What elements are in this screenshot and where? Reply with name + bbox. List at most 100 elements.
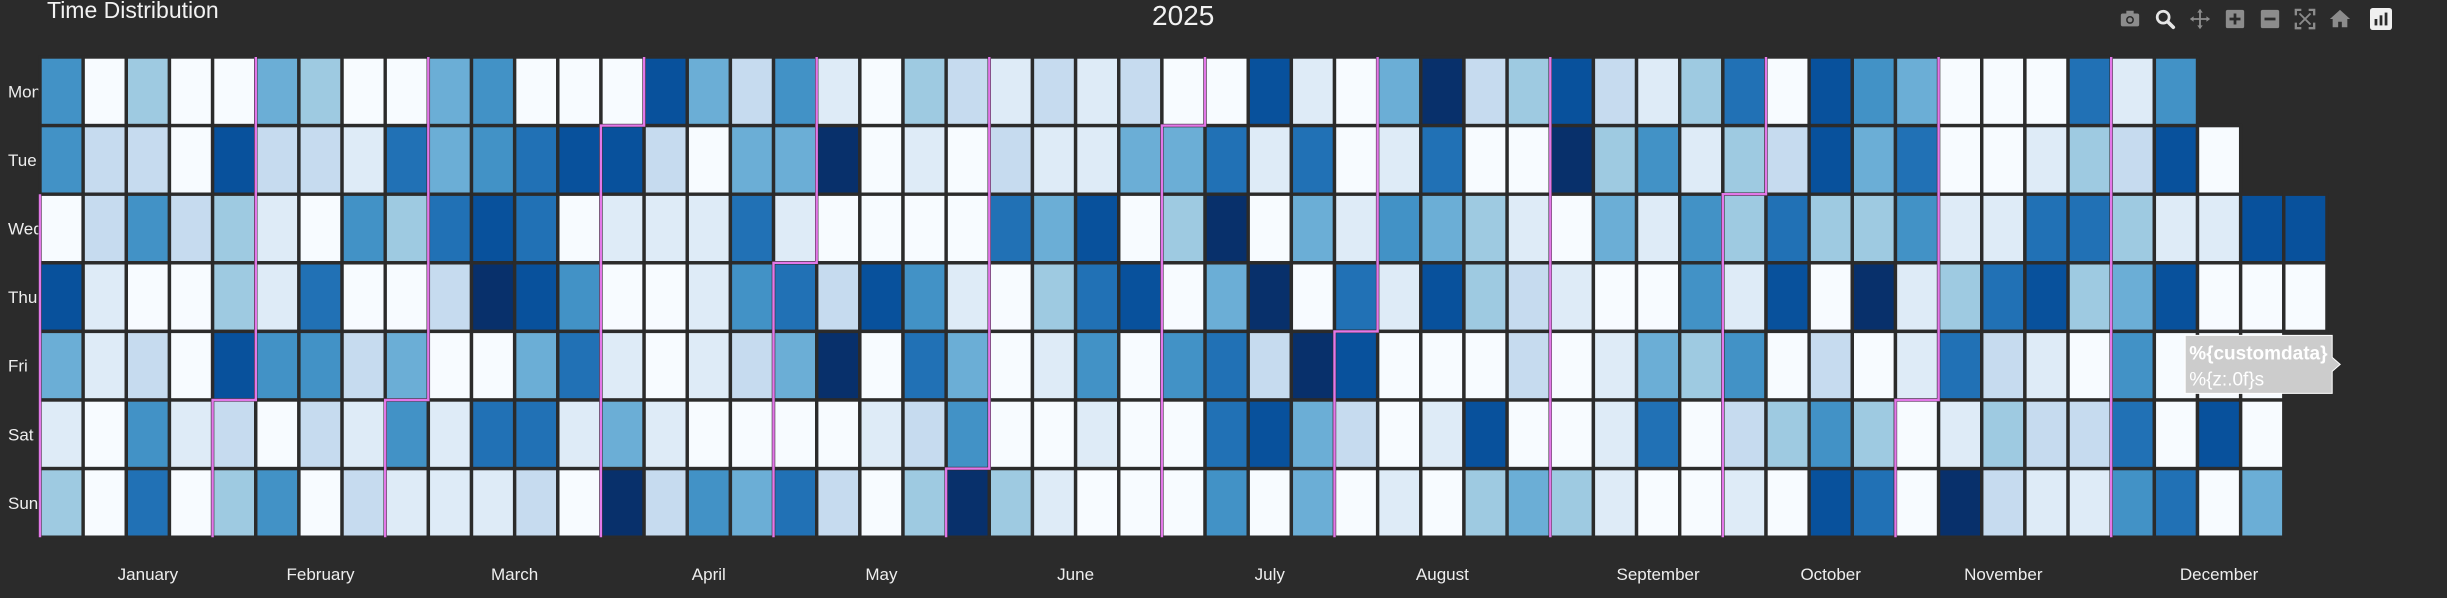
- heatmap-cell[interactable]: [642, 55, 689, 128]
- heatmap-cell[interactable]: [599, 123, 646, 196]
- heatmap-cell[interactable]: [858, 261, 905, 334]
- heatmap-cell[interactable]: [1203, 123, 1250, 196]
- heatmap-cell[interactable]: [728, 123, 776, 196]
- heatmap-cell[interactable]: [1246, 398, 1294, 471]
- heatmap-cell[interactable]: [944, 466, 992, 539]
- heatmap-cell[interactable]: [2109, 466, 2157, 539]
- heatmap-cell[interactable]: [2238, 192, 2286, 265]
- heatmap-cell[interactable]: [2023, 329, 2070, 402]
- heatmap-cell[interactable]: [124, 55, 172, 128]
- heatmap-cell[interactable]: [815, 55, 862, 128]
- heatmap-cell[interactable]: [167, 55, 215, 128]
- heatmap-cell[interactable]: [1764, 55, 1811, 128]
- heatmap-cell[interactable]: [1980, 329, 2027, 402]
- heatmap-cell[interactable]: [1936, 466, 1984, 539]
- heatmap-cell[interactable]: [1160, 466, 1207, 539]
- heatmap-cell[interactable]: [815, 466, 862, 539]
- heatmap-cell[interactable]: [1332, 261, 1380, 334]
- heatmap-cell[interactable]: [1850, 261, 1898, 334]
- heatmap-cell[interactable]: [512, 261, 560, 334]
- heatmap-cell[interactable]: [210, 192, 258, 265]
- heatmap-cell[interactable]: [124, 329, 172, 402]
- heatmap-cell[interactable]: [2023, 398, 2070, 471]
- heatmap-cell[interactable]: [642, 261, 689, 334]
- heatmap-cell[interactable]: [2238, 466, 2286, 539]
- heatmap-cell[interactable]: [1246, 55, 1294, 128]
- heatmap-cell[interactable]: [1462, 192, 1509, 265]
- heatmap-cell[interactable]: [1289, 123, 1337, 196]
- heatmap-cell[interactable]: [1332, 329, 1380, 402]
- heatmap-cell[interactable]: [1721, 329, 1768, 402]
- heatmap-cell[interactable]: [685, 261, 733, 334]
- heatmap-cell[interactable]: [858, 329, 905, 402]
- heatmap-cell[interactable]: [1160, 261, 1207, 334]
- zoom-in-button[interactable]: [2223, 7, 2247, 31]
- heatmap-cell[interactable]: [2152, 398, 2200, 471]
- heatmap-cell[interactable]: [1721, 466, 1768, 539]
- heatmap-cell[interactable]: [599, 55, 646, 128]
- heatmap-cell[interactable]: [1505, 192, 1552, 265]
- heatmap-cell[interactable]: [1936, 261, 1984, 334]
- heatmap-cell[interactable]: [297, 466, 344, 539]
- heatmap-cell[interactable]: [512, 329, 560, 402]
- heatmap-cell[interactable]: [1764, 329, 1811, 402]
- heatmap-cell[interactable]: [2195, 123, 2243, 196]
- heatmap-cell[interactable]: [254, 55, 301, 128]
- heatmap-cell[interactable]: [642, 192, 689, 265]
- heatmap-cell[interactable]: [771, 466, 819, 539]
- heatmap-cell[interactable]: [1073, 123, 1121, 196]
- heatmap-cell[interactable]: [469, 466, 517, 539]
- heatmap-cell[interactable]: [944, 329, 992, 402]
- heatmap-cell[interactable]: [901, 55, 948, 128]
- heatmap-cell[interactable]: [1936, 329, 1984, 402]
- heatmap-cell[interactable]: [81, 192, 129, 265]
- heatmap-cell[interactable]: [1117, 55, 1164, 128]
- heatmap-cell[interactable]: [254, 123, 301, 196]
- heatmap-cell[interactable]: [2023, 192, 2070, 265]
- heatmap-cell[interactable]: [815, 192, 862, 265]
- heatmap-cell[interactable]: [1289, 466, 1337, 539]
- heatmap-cell[interactable]: [124, 261, 172, 334]
- heatmap-cell[interactable]: [685, 398, 733, 471]
- heatmap-cell[interactable]: [1462, 123, 1509, 196]
- heatmap-cell[interactable]: [1203, 192, 1250, 265]
- heatmap-cell[interactable]: [426, 329, 474, 402]
- heatmap-cell[interactable]: [383, 261, 431, 334]
- heatmap-cell[interactable]: [1117, 192, 1164, 265]
- heatmap-cell[interactable]: [2152, 466, 2200, 539]
- heatmap-cell[interactable]: [1893, 398, 1941, 471]
- heatmap-cell[interactable]: [124, 123, 172, 196]
- heatmap-cell[interactable]: [642, 329, 689, 402]
- heatmap-cell[interactable]: [1289, 55, 1337, 128]
- heatmap-cell[interactable]: [1677, 329, 1725, 402]
- heatmap-cell[interactable]: [1246, 466, 1294, 539]
- heatmap-cell[interactable]: [1850, 192, 1898, 265]
- heatmap-cell[interactable]: [858, 192, 905, 265]
- heatmap-cell[interactable]: [685, 466, 733, 539]
- heatmap-cell[interactable]: [167, 261, 215, 334]
- heatmap-cell[interactable]: [1375, 261, 1423, 334]
- heatmap-cell[interactable]: [2023, 55, 2070, 128]
- heatmap-cell[interactable]: [469, 261, 517, 334]
- heatmap-cell[interactable]: [1160, 192, 1207, 265]
- heatmap-cell[interactable]: [1721, 192, 1768, 265]
- heatmap-cell[interactable]: [1850, 123, 1898, 196]
- plotly-logo-button[interactable]: [2369, 7, 2393, 31]
- heatmap-cell[interactable]: [1332, 466, 1380, 539]
- heatmap-cell[interactable]: [1117, 466, 1164, 539]
- heatmap-cell[interactable]: [1980, 55, 2027, 128]
- heatmap-cell[interactable]: [2195, 466, 2243, 539]
- heatmap-cell[interactable]: [2109, 398, 2157, 471]
- heatmap-cell[interactable]: [1850, 466, 1898, 539]
- heatmap-cell[interactable]: [2238, 398, 2286, 471]
- heatmap-cell[interactable]: [124, 466, 172, 539]
- heatmap-cell[interactable]: [1548, 55, 1596, 128]
- heatmap-cell[interactable]: [1548, 466, 1596, 539]
- heatmap-cell[interactable]: [1375, 123, 1423, 196]
- heatmap-cell[interactable]: [1505, 123, 1552, 196]
- heatmap-cell[interactable]: [1591, 398, 1639, 471]
- heatmap-cell[interactable]: [1807, 192, 1855, 265]
- heatmap-cell[interactable]: [599, 192, 646, 265]
- heatmap-cell[interactable]: [685, 192, 733, 265]
- heatmap-cell[interactable]: [254, 192, 301, 265]
